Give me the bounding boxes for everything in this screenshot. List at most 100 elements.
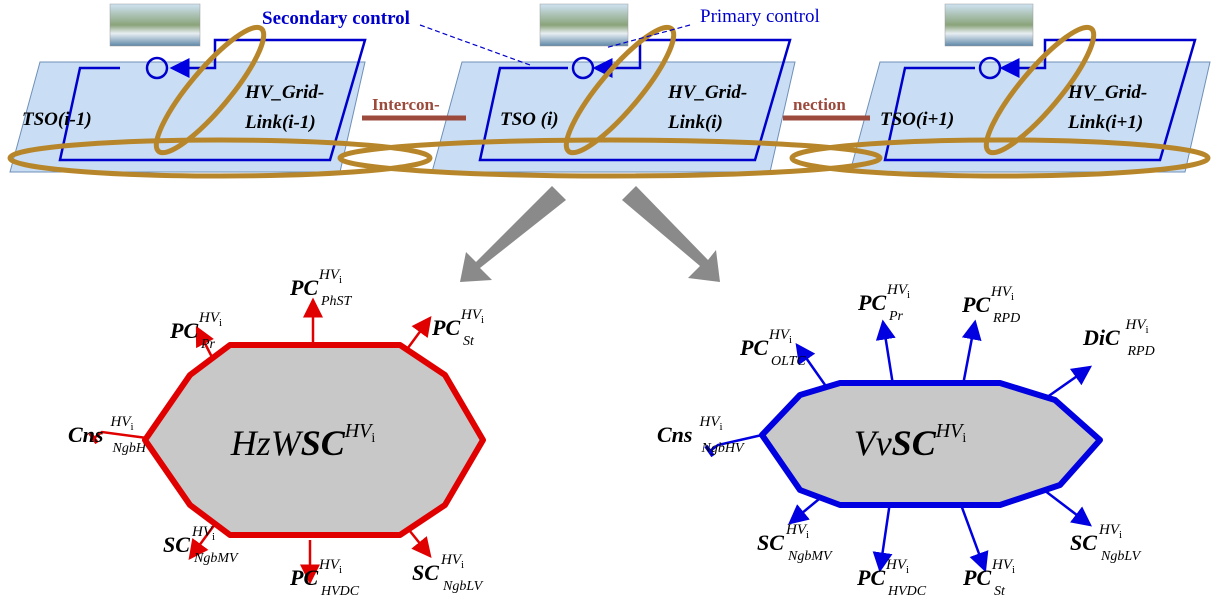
label-sub: NgbLV	[442, 579, 484, 594]
label-sup: HVi	[1125, 317, 1149, 336]
panels	[10, 62, 1210, 172]
label-base: PC	[169, 318, 198, 343]
label-sub: NgbMV	[193, 551, 239, 566]
label-sub: PhST	[320, 294, 353, 309]
label-base: PC	[431, 315, 460, 340]
label-sup: HVi	[768, 327, 792, 346]
label-sub: NgbMV	[787, 549, 833, 564]
split-arrows	[460, 186, 720, 282]
label-sup-main: HV	[460, 307, 483, 323]
label-sup-index: i	[212, 531, 215, 543]
label-sup-main: HV	[1098, 522, 1121, 538]
label-sup-main: HV	[191, 524, 214, 540]
plant-image	[945, 4, 1033, 46]
label-sup: HVi	[885, 557, 909, 576]
grid-link-label: HV_Grid-	[244, 82, 324, 103]
label-base: DiC	[1082, 325, 1120, 350]
split-arrow	[460, 186, 566, 282]
label-sup: HVi	[198, 310, 222, 329]
label-sup-index: i	[1119, 529, 1122, 541]
label-sup-index: i	[720, 421, 723, 433]
label-sup: HVi	[990, 284, 1014, 303]
label-base: SC	[757, 530, 784, 555]
label-sup: HVi	[991, 557, 1015, 576]
label-sup: HVi	[318, 267, 342, 286]
grid-link-label: Link(i+1)	[1067, 112, 1143, 133]
controller: PCHViOLTCPCHViPrPCHViRPDDiCHViRPDCnsHViN…	[657, 282, 1155, 599]
label-base: PC	[962, 565, 991, 590]
label-sub: OLTC	[771, 354, 806, 369]
grid-link-label: HV_Grid-	[1067, 82, 1147, 103]
label-base: SC	[163, 532, 190, 557]
label-sup-index: i	[131, 421, 134, 433]
label-sup-index: i	[789, 334, 792, 346]
label-sup: HVi	[318, 557, 342, 576]
label-sup-main: HV	[699, 414, 722, 430]
label-sup-index: i	[339, 564, 342, 576]
label-sub: Pr	[888, 309, 904, 324]
label-sub: HVDC	[320, 584, 360, 599]
label-sup: HVi	[785, 522, 809, 541]
label-sub: Pr	[200, 337, 216, 352]
grid-link-label: Link(i-1)	[244, 112, 316, 133]
primary-label: Primary control	[700, 6, 820, 27]
arrow	[1043, 367, 1090, 400]
controller-name-sup: HV	[344, 420, 374, 442]
label-sup: HVi	[699, 414, 723, 433]
label-base: SC	[1070, 530, 1097, 555]
grid-link-label: Link(i)	[667, 112, 723, 133]
controller-name-sup-index: i	[962, 431, 966, 446]
label-sub: RPD	[992, 311, 1020, 326]
label-sup-main: HV	[990, 284, 1013, 300]
label-sup-index: i	[219, 317, 222, 329]
label-sup: HVi	[1098, 522, 1122, 541]
controller-name-base: Vv	[854, 423, 892, 463]
label-base: PC	[857, 290, 886, 315]
label-sub: St	[463, 334, 475, 349]
label-base: Cns	[657, 422, 692, 447]
secondary-label: Secondary control	[262, 8, 410, 29]
label-sup-index: i	[906, 564, 909, 576]
label-sup-main: HV	[440, 552, 463, 568]
label-base: Cns	[68, 422, 103, 447]
arrow	[960, 502, 985, 570]
label-base: PC	[289, 275, 318, 300]
grid-link-label: HV_Grid-	[667, 82, 747, 103]
label-sup-main: HV	[318, 267, 341, 283]
label-sup-index: i	[481, 314, 484, 326]
label-base: PC	[739, 335, 768, 360]
label-sup: HVi	[440, 552, 464, 571]
label-sup-main: HV	[110, 414, 133, 430]
panel	[432, 62, 795, 172]
label-sup-index: i	[339, 274, 342, 286]
label-sub: RPD	[1127, 344, 1155, 359]
split-arrow	[622, 186, 720, 282]
label-sup-main: HV	[991, 557, 1014, 573]
interconnection-label: nection	[793, 95, 846, 114]
controller-name-bold: SC	[301, 423, 346, 463]
page: Secondary control Primary control Interc…	[0, 0, 1217, 610]
controller-name-base: HzW	[230, 423, 304, 463]
label-sup-main: HV	[318, 557, 341, 573]
plant-image	[110, 4, 200, 46]
callout	[420, 25, 530, 65]
label-sup: HVi	[460, 307, 484, 326]
label-sup-main: HV	[768, 327, 791, 343]
controller-name-sup: HV	[935, 420, 965, 442]
label-base: SC	[412, 560, 439, 585]
diagram: Secondary control Primary control Interc…	[0, 0, 1217, 610]
label-sup-index: i	[1011, 291, 1014, 303]
label-sub: NgbLV	[1100, 549, 1142, 564]
label-sup-index: i	[1146, 324, 1149, 336]
tso-label: TSO(i+1)	[880, 109, 954, 130]
label-sup-main: HV	[785, 522, 808, 538]
plant-image	[540, 4, 628, 46]
label-base: PC	[289, 565, 318, 590]
label-sup: HVi	[886, 282, 910, 301]
arrow	[405, 318, 430, 352]
interconnection-label: Intercon-	[372, 95, 440, 114]
label-sup-index: i	[461, 559, 464, 571]
label-sup: HVi	[110, 414, 134, 433]
label-sub: HVDC	[887, 584, 927, 599]
tso-label: TSO (i)	[500, 109, 559, 130]
